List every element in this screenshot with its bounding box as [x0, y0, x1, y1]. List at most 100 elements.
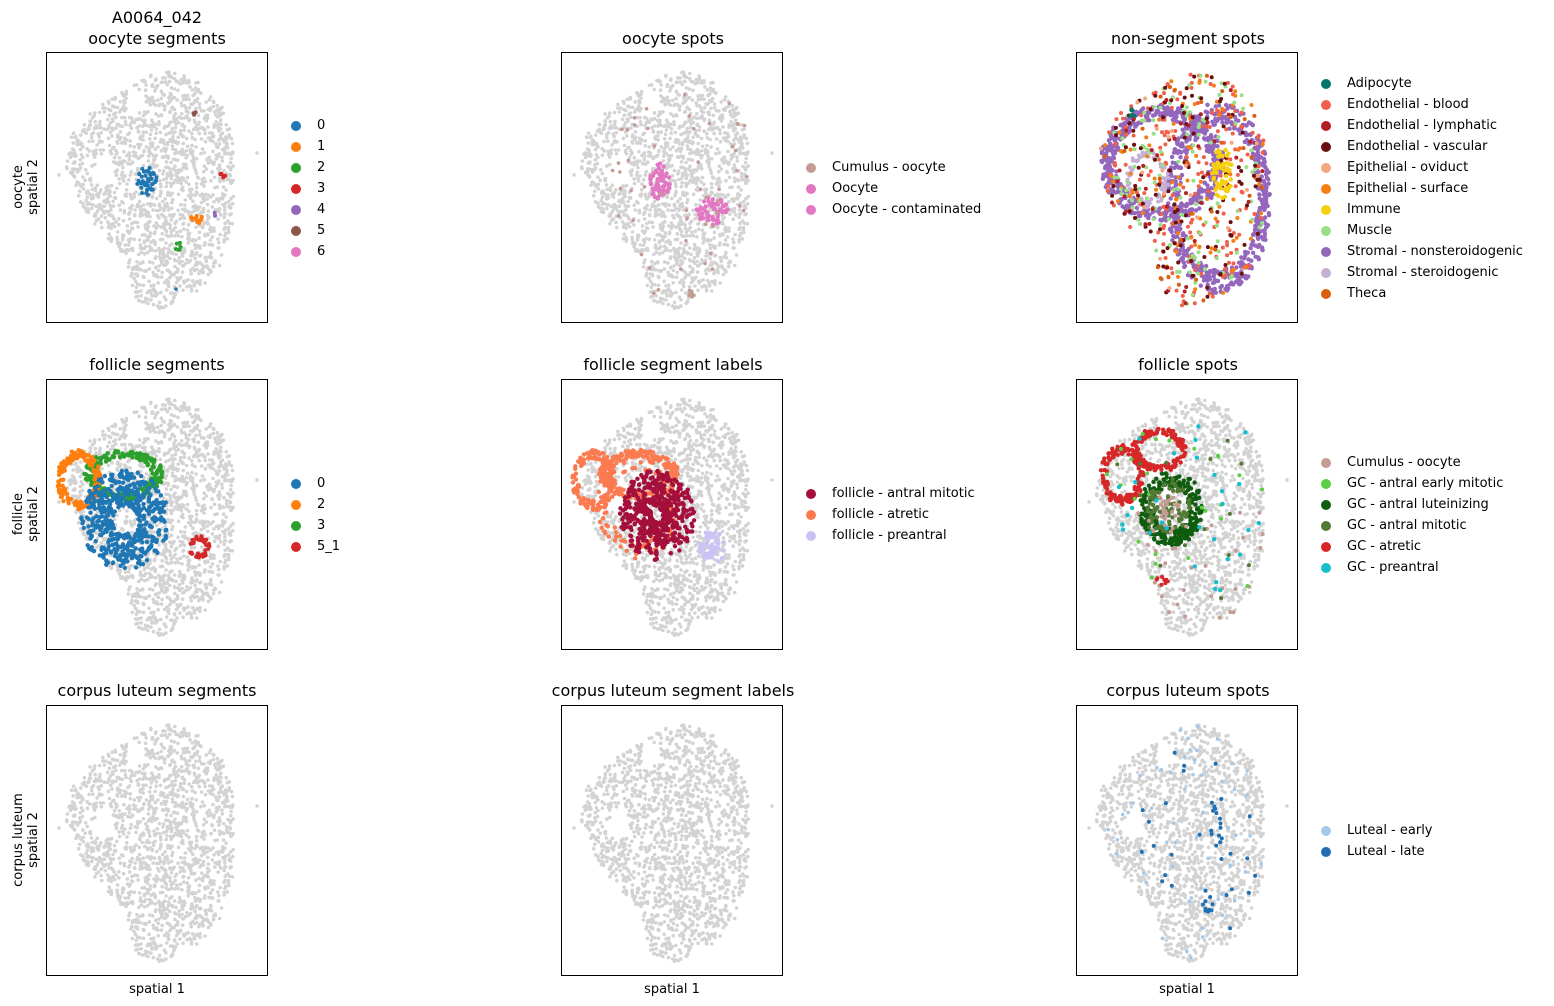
data-spot	[1142, 110, 1147, 115]
data-spot	[661, 188, 667, 193]
background-spot	[732, 206, 737, 211]
background-spot	[737, 237, 741, 242]
data-spot	[1191, 143, 1196, 148]
data-spot	[652, 291, 656, 296]
data-spot	[1196, 160, 1201, 165]
background-spot	[695, 104, 699, 108]
background-spot	[151, 208, 155, 212]
background-spot	[694, 112, 699, 116]
data-spot	[1173, 220, 1178, 225]
background-spot	[714, 108, 719, 113]
background-spot	[676, 199, 680, 204]
background-spot	[165, 288, 169, 292]
background-spot	[680, 278, 684, 282]
data-spot	[1184, 105, 1189, 110]
background-spot	[686, 181, 691, 185]
background-spot	[175, 174, 179, 179]
background-spot	[218, 118, 223, 122]
background-spot	[166, 247, 171, 251]
background-spot	[135, 294, 140, 299]
data-spot	[718, 197, 723, 203]
background-spot	[705, 279, 710, 283]
background-spot	[184, 156, 188, 160]
background-spot	[126, 132, 130, 137]
data-spot	[1144, 165, 1149, 170]
background-spot	[712, 253, 717, 258]
data-spot	[1265, 203, 1270, 209]
background-spot	[612, 206, 616, 210]
background-spot	[171, 147, 175, 151]
data-spot	[1181, 110, 1186, 115]
data-spot	[1169, 79, 1174, 84]
background-spot	[674, 275, 679, 279]
data-spot	[1190, 273, 1195, 278]
background-spot	[683, 243, 687, 248]
data-spot	[1166, 217, 1171, 222]
data-spot	[1148, 169, 1153, 174]
background-spot	[626, 146, 630, 150]
background-spot	[651, 130, 656, 134]
background-spot	[679, 160, 684, 164]
data-spot	[1248, 121, 1254, 126]
background-spot	[188, 85, 192, 89]
background-spot	[169, 86, 174, 90]
background-spot	[713, 193, 717, 198]
background-spot	[207, 242, 211, 247]
background-spot	[608, 188, 613, 192]
data-spot	[1170, 221, 1175, 226]
data-spot	[701, 199, 707, 204]
data-spot	[741, 208, 746, 213]
background-spot	[704, 131, 709, 136]
background-spot	[182, 128, 186, 132]
background-spot	[597, 127, 601, 132]
background-spot	[153, 78, 158, 83]
data-spot	[1264, 224, 1269, 229]
background-spot	[596, 175, 600, 179]
data-spot	[1231, 261, 1236, 266]
background-spot	[205, 232, 210, 236]
background-spot	[652, 238, 657, 242]
data-spot	[1150, 113, 1156, 118]
data-spot	[1174, 249, 1179, 254]
background-spot	[231, 201, 235, 206]
background-spot	[137, 124, 142, 128]
background-spot	[582, 152, 586, 156]
data-spot	[1179, 150, 1184, 155]
background-spot	[204, 258, 208, 262]
background-spot	[121, 179, 126, 183]
background-spot	[743, 178, 747, 182]
background-spot	[148, 141, 153, 145]
background-spot	[736, 185, 741, 189]
background-spot	[143, 269, 148, 274]
background-spot	[676, 252, 681, 257]
background-spot	[600, 195, 605, 199]
data-spot	[1180, 257, 1185, 262]
background-spot	[718, 281, 722, 285]
data-spot	[650, 186, 655, 192]
background-spot	[677, 177, 681, 182]
background-spot	[142, 246, 147, 251]
background-spot	[686, 134, 690, 139]
background-spot	[693, 212, 697, 217]
background-spot	[185, 285, 189, 289]
background-spot	[730, 185, 734, 189]
background-spot	[746, 150, 750, 154]
background-spot	[76, 180, 81, 185]
background-spot	[196, 113, 201, 118]
background-spot	[672, 122, 676, 127]
background-spot	[81, 205, 86, 209]
background-spot	[703, 147, 708, 152]
background-spot	[663, 141, 668, 145]
background-spot	[723, 131, 727, 135]
background-spot	[177, 256, 182, 260]
background-spot	[175, 268, 180, 272]
background-spot	[206, 193, 211, 197]
background-spot	[193, 193, 197, 198]
data-spot	[1215, 201, 1220, 206]
background-spot	[595, 144, 600, 149]
sample-id: A0064_042	[111, 8, 203, 27]
background-spot	[679, 165, 683, 170]
background-spot	[91, 139, 95, 143]
background-spot	[191, 154, 195, 159]
background-spot	[674, 96, 678, 101]
